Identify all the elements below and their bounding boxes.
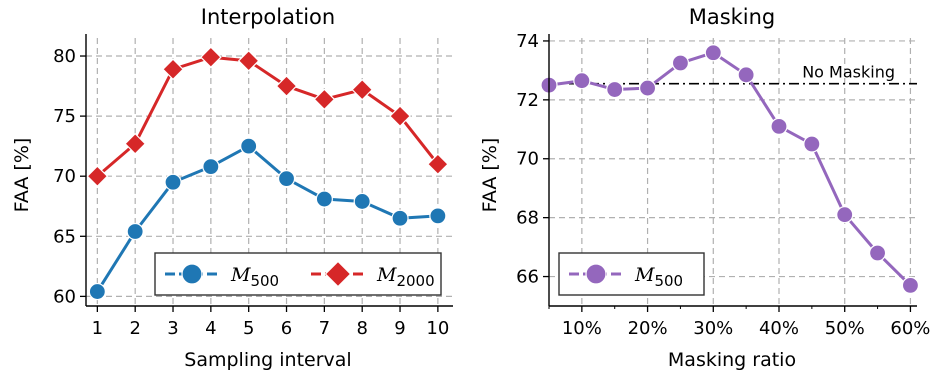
x-tick-label: 2 xyxy=(129,318,140,339)
data-point-m500 xyxy=(606,80,624,99)
y-tick-label: 70 xyxy=(516,149,539,170)
y-axis-label: FAA [%] xyxy=(479,138,501,213)
tick-labels: 10% 20% 30% 40% 50% 60% 66 68 70 72 74 xyxy=(516,31,930,339)
series-line-m500 xyxy=(548,51,912,287)
x-tick-label: 50% xyxy=(825,318,865,339)
x-tick-label: 60% xyxy=(890,318,930,339)
axes xyxy=(80,34,453,312)
y-tick-label: 70 xyxy=(53,166,76,187)
data-point-m500 xyxy=(429,207,447,225)
x-tick-label: 9 xyxy=(394,318,405,339)
legend-item-m500: M500 xyxy=(165,263,279,290)
x-tick-label: 8 xyxy=(356,318,367,339)
x-tick-label: 3 xyxy=(167,318,178,339)
data-point-m500 xyxy=(671,54,690,72)
data-point-m500 xyxy=(240,137,258,155)
axes xyxy=(543,34,917,312)
data-point-m500 xyxy=(770,117,788,135)
data-point-m2000 xyxy=(313,88,336,111)
chart-title: Interpolation xyxy=(201,5,335,29)
x-tick-label: 5 xyxy=(243,318,254,339)
data-point-m500 xyxy=(704,44,722,62)
data-point-m500 xyxy=(315,190,333,208)
y-tick-label: 72 xyxy=(516,90,539,111)
y-tick-label: 80 xyxy=(53,46,76,67)
data-point-m500 xyxy=(126,222,144,241)
y-tick-label: 60 xyxy=(53,286,76,307)
y-tick-label: 65 xyxy=(53,226,76,247)
series-line-m500 xyxy=(96,144,438,293)
data-point-m2000 xyxy=(427,153,449,176)
legend: M500 xyxy=(558,252,705,296)
data-point-m500 xyxy=(737,66,755,84)
legend-marker xyxy=(324,260,352,288)
data-point-m500 xyxy=(901,276,920,294)
data-point-m2000 xyxy=(275,75,298,97)
legend: M500 M2000 xyxy=(154,252,442,296)
data-point-m500 xyxy=(803,135,821,153)
x-tick-label: 40% xyxy=(759,318,799,339)
x-tick-label: 20% xyxy=(628,318,668,339)
legend-label: M2000 xyxy=(376,264,435,290)
data-point-m2000 xyxy=(86,165,109,188)
chart-title: Masking xyxy=(689,5,776,29)
x-tick-label: 6 xyxy=(281,318,292,339)
data-point-m500 xyxy=(573,72,591,90)
y-tick-label: 66 xyxy=(516,267,539,288)
legend-item-m500: M500 xyxy=(569,263,683,290)
x-axis-label: Sampling interval xyxy=(184,349,351,371)
data-point-m2000 xyxy=(351,78,374,101)
y-axis-label: FAA [%] xyxy=(11,138,33,213)
y-tick-label: 74 xyxy=(516,31,539,52)
legend-marker xyxy=(585,263,607,285)
x-tick-label: 30% xyxy=(693,318,733,339)
data-point-m500 xyxy=(164,173,182,191)
data-point-m500 xyxy=(353,192,371,211)
legend-label: M500 xyxy=(634,264,683,290)
data-point-m2000 xyxy=(162,58,184,81)
data-point-m2000 xyxy=(200,46,222,69)
legend-item-m2000: M2000 xyxy=(311,260,435,290)
data-point-m500 xyxy=(638,79,657,97)
x-tick-label: 7 xyxy=(319,318,330,339)
data-point-m500 xyxy=(868,244,887,262)
tick-labels: 1 2 3 4 5 6 7 8 9 10 60 65 70 75 80 xyxy=(53,46,449,339)
data-point-m500 xyxy=(277,170,296,188)
x-tick-label: 4 xyxy=(205,318,216,339)
data-point-m500 xyxy=(88,282,106,301)
series-line-m2000 xyxy=(96,55,440,178)
data-point-m2000 xyxy=(389,105,411,127)
data-point-m500 xyxy=(836,206,854,224)
y-tick-label: 75 xyxy=(53,106,76,127)
interpolation-panel: Interpolation 1 2 3 4 5 6 7 8 9 10 60 65 70 75 80 Samp… xyxy=(11,5,453,371)
series-layer xyxy=(540,44,920,294)
x-tick-label: 10 xyxy=(426,318,449,339)
legend-label: M500 xyxy=(230,264,279,290)
y-tick-label: 68 xyxy=(516,208,539,229)
legend-marker xyxy=(181,263,203,285)
data-point-m2000 xyxy=(237,49,260,72)
x-tick-label: 1 xyxy=(92,318,103,339)
reference-line-label: No Masking xyxy=(802,63,895,82)
data-point-m500 xyxy=(391,209,409,227)
data-point-m500 xyxy=(202,157,220,176)
x-axis-label: Masking ratio xyxy=(668,349,796,371)
masking-panel: Masking No Masking 10% 20% 30% 40% 50% 60% 66 6… xyxy=(479,5,930,371)
x-tick-label: 10% xyxy=(562,318,602,339)
data-point-m2000 xyxy=(124,132,147,155)
series-layer xyxy=(86,46,449,301)
